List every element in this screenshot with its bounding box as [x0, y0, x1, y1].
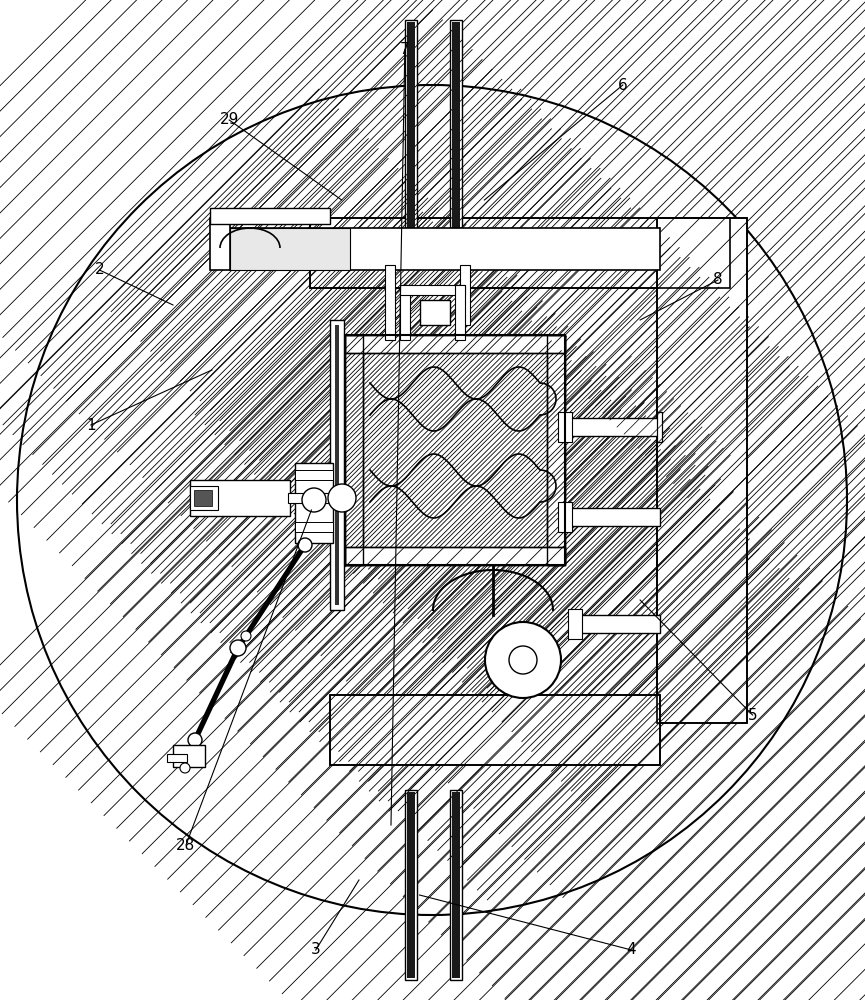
Bar [194, 490, 212, 506]
Circle shape [509, 646, 537, 674]
Bar [657, 218, 747, 723]
Bar [407, 22, 415, 228]
Bar [310, 218, 730, 288]
Bar [455, 285, 465, 340]
Bar [657, 218, 747, 723]
Text: 28: 28 [176, 838, 195, 852]
Text: 6: 6 [618, 78, 628, 93]
Bar [173, 745, 205, 767]
Circle shape [302, 488, 326, 512]
Circle shape [298, 538, 312, 552]
Bar [167, 754, 187, 762]
Bar [295, 470, 333, 480]
Bar [345, 335, 565, 565]
Bar [330, 695, 660, 765]
Bar [560, 418, 660, 436]
Text: 1: 1 [86, 418, 96, 432]
Bar [345, 335, 363, 565]
Bar [210, 218, 230, 270]
Bar [558, 502, 572, 532]
Bar [452, 22, 460, 228]
Circle shape [328, 484, 356, 512]
Bar [230, 228, 660, 270]
Bar [310, 218, 730, 288]
Bar [400, 285, 465, 295]
Bar [295, 463, 333, 543]
Bar [385, 265, 395, 340]
Bar [210, 208, 330, 224]
Bar [400, 285, 410, 340]
Text: 8: 8 [713, 272, 723, 288]
Bar [345, 547, 565, 565]
Text: 4: 4 [626, 942, 637, 958]
Bar [657, 412, 662, 442]
Circle shape [180, 763, 190, 773]
Text: 29: 29 [220, 112, 239, 127]
Bar [460, 265, 470, 325]
Bar [288, 493, 338, 503]
Circle shape [230, 640, 246, 656]
Bar [345, 335, 363, 565]
Circle shape [241, 631, 251, 641]
Bar [407, 792, 415, 978]
Bar [450, 20, 462, 230]
Bar [558, 412, 572, 442]
Bar [363, 353, 547, 547]
Bar [345, 547, 565, 565]
Bar [345, 335, 565, 353]
Bar [560, 508, 660, 526]
Bar [452, 792, 460, 978]
Bar [190, 486, 218, 510]
Bar [450, 790, 462, 980]
Text: 3: 3 [311, 942, 321, 958]
Circle shape [485, 622, 561, 698]
Bar [295, 522, 333, 532]
Text: 5: 5 [747, 708, 758, 723]
Bar [345, 335, 565, 353]
Bar [405, 20, 417, 230]
Text: 7: 7 [400, 42, 410, 57]
Bar [330, 695, 660, 765]
Bar [657, 412, 662, 442]
Bar [335, 325, 339, 605]
Bar [547, 335, 565, 565]
Bar [420, 300, 450, 325]
Bar [570, 615, 660, 633]
Text: 2: 2 [94, 262, 105, 277]
Bar [190, 480, 290, 516]
Circle shape [188, 733, 202, 747]
Bar [547, 335, 565, 565]
Bar [405, 790, 417, 980]
Bar [230, 228, 350, 270]
Circle shape [17, 85, 847, 915]
Bar [568, 609, 582, 639]
Bar [330, 320, 344, 610]
